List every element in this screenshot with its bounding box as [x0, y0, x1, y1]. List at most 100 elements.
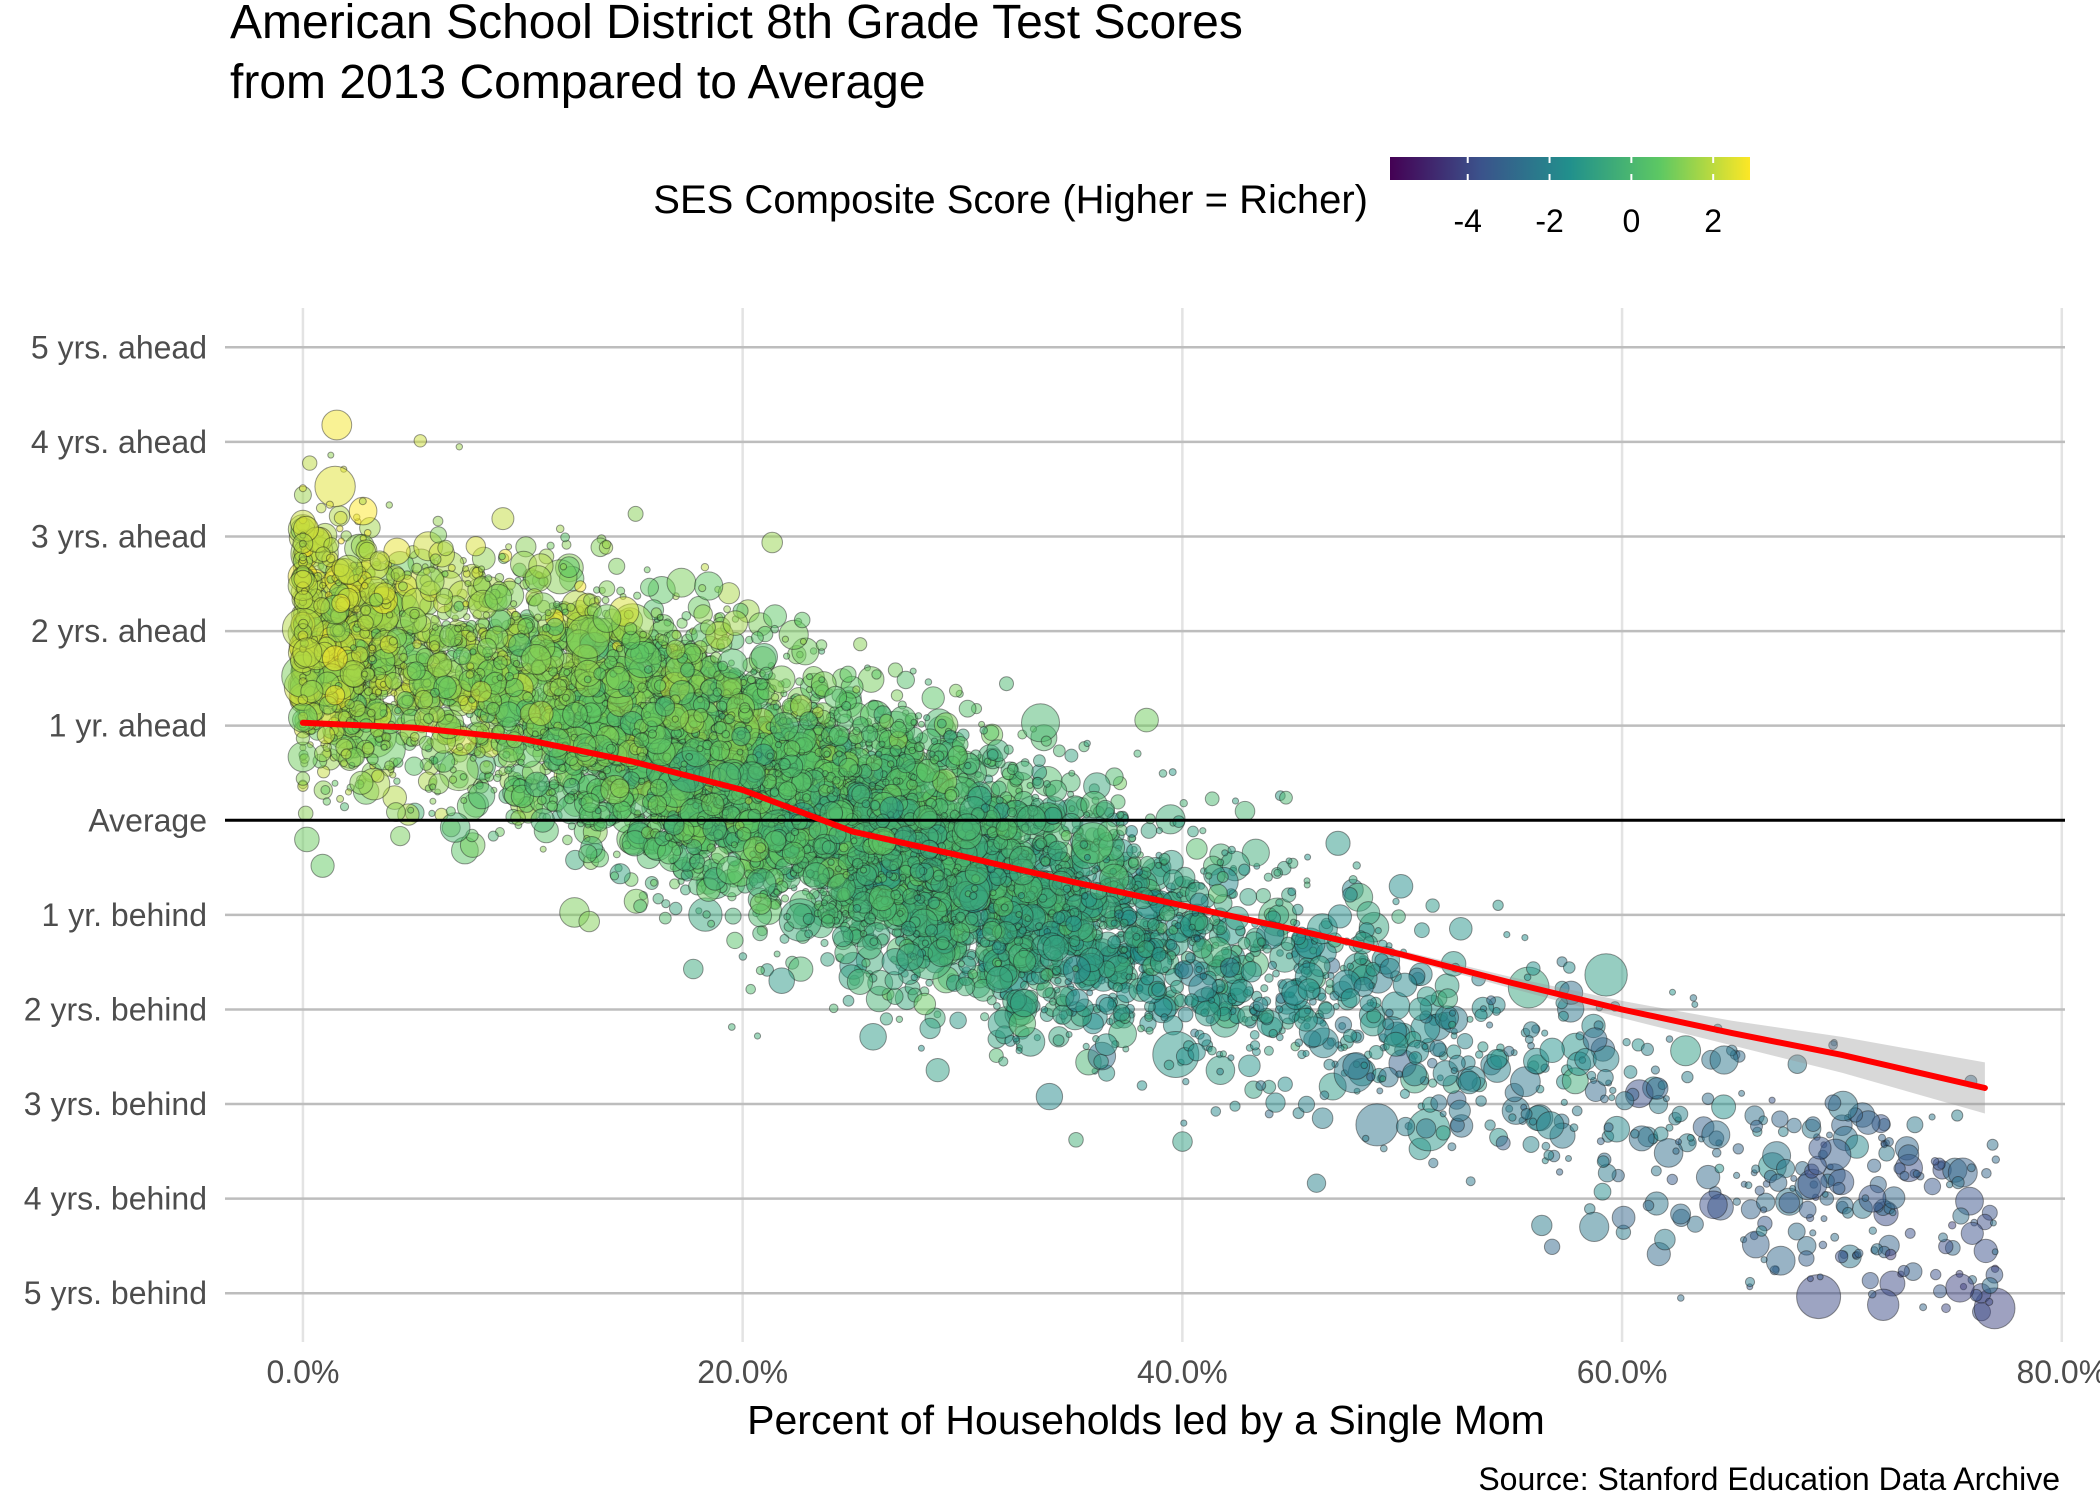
district-point: [1352, 861, 1361, 870]
district-point: [1986, 1138, 1999, 1151]
district-point: [1093, 1053, 1109, 1070]
district-point: [1187, 825, 1199, 838]
district-point: [1787, 1054, 1808, 1074]
district-point: [1033, 754, 1046, 768]
district-point: [1086, 989, 1094, 997]
district-point: [1180, 1119, 1188, 1127]
district-point: [1603, 1122, 1614, 1133]
district-point: [702, 910, 711, 919]
district-point: [1486, 1021, 1494, 1029]
district-point: [1669, 988, 1676, 996]
district-point: [1052, 744, 1066, 758]
district-point: [1868, 1226, 1878, 1235]
district-point: [1449, 917, 1473, 941]
district-point: [1768, 1096, 1776, 1104]
district-point: [1031, 776, 1045, 790]
district-point: [336, 794, 345, 803]
district-point: [1584, 953, 1628, 997]
district-point: [1392, 897, 1400, 906]
district-point: [681, 611, 692, 621]
district-point: [1928, 1113, 1936, 1121]
legend-tick-label: 0: [1622, 203, 1640, 239]
district-point: [385, 501, 393, 509]
district-point: [700, 563, 710, 572]
district-point: [1557, 1010, 1569, 1022]
district-point: [1388, 874, 1414, 899]
district-point: [761, 531, 784, 554]
district-point: [1867, 1289, 1877, 1299]
district-point: [738, 952, 748, 961]
district-point: [371, 769, 385, 783]
district-point: [539, 845, 547, 853]
district-point: [1052, 1034, 1065, 1047]
district-point: [1040, 1006, 1049, 1014]
district-point: [1264, 973, 1274, 983]
district-point: [1082, 1042, 1090, 1051]
legend-title: SES Composite Score (Higher = Richer): [653, 178, 1368, 222]
district-point: [1337, 1044, 1345, 1052]
district-point: [1543, 1149, 1555, 1161]
district-point: [484, 574, 493, 583]
district-point: [1064, 748, 1079, 763]
district-point: [949, 683, 963, 698]
legend-tick-label: -2: [1535, 203, 1563, 239]
district-point: [1342, 887, 1358, 903]
district-point: [297, 805, 314, 822]
district-point: [1796, 1274, 1842, 1320]
district-point: [770, 624, 780, 634]
district-point: [1666, 1173, 1679, 1186]
district-point: [643, 566, 651, 574]
district-point: [429, 797, 437, 805]
district-point: [1830, 1232, 1840, 1242]
district-point: [1818, 1240, 1828, 1250]
district-point: [1522, 1136, 1540, 1153]
district-point: [1798, 1250, 1815, 1267]
district-point: [1691, 1001, 1699, 1008]
district-point: [1906, 1116, 1924, 1134]
district-point: [321, 409, 353, 441]
district-point: [779, 933, 790, 944]
district-point: [1867, 1158, 1882, 1173]
district-point: [322, 797, 331, 806]
district-point: [1555, 1168, 1564, 1176]
district-point: [828, 1003, 839, 1014]
district-point: [924, 678, 933, 686]
district-point: [1541, 1141, 1551, 1151]
district-point: [999, 676, 1014, 692]
district-point: [1306, 1173, 1327, 1193]
district-point: [1681, 1070, 1694, 1084]
district-point: [895, 1015, 904, 1023]
district-point: [1541, 1029, 1549, 1037]
district-point: [1134, 707, 1159, 733]
district-point: [1563, 961, 1576, 974]
district-point: [1701, 1092, 1715, 1106]
district-point: [1356, 901, 1381, 925]
district-point: [773, 950, 781, 958]
district-point: [1425, 898, 1440, 913]
district-point: [1428, 1157, 1439, 1169]
district-point: [936, 718, 947, 729]
district-point: [1168, 768, 1177, 777]
district-point: [1311, 1107, 1334, 1129]
district-point: [1536, 1111, 1565, 1140]
district-point: [1145, 1026, 1154, 1035]
district-point: [1231, 797, 1240, 805]
district-point: [1809, 1229, 1817, 1237]
district-point: [1508, 1113, 1517, 1122]
district-point: [1083, 739, 1091, 748]
district-point: [1878, 1145, 1895, 1162]
district-point: [314, 465, 356, 508]
district-point: [910, 973, 918, 982]
district-point: [390, 826, 411, 847]
district-point: [1021, 703, 1060, 743]
district-point: [1402, 1061, 1427, 1087]
district-point: [1477, 1041, 1489, 1053]
district-point: [852, 685, 861, 694]
district-point: [627, 505, 644, 522]
district-point: [1249, 1040, 1261, 1051]
district-point: [1665, 1035, 1674, 1043]
district-point: [487, 830, 499, 842]
district-point: [1640, 1042, 1655, 1057]
district-point: [447, 563, 456, 572]
district-point: [1816, 1273, 1824, 1281]
